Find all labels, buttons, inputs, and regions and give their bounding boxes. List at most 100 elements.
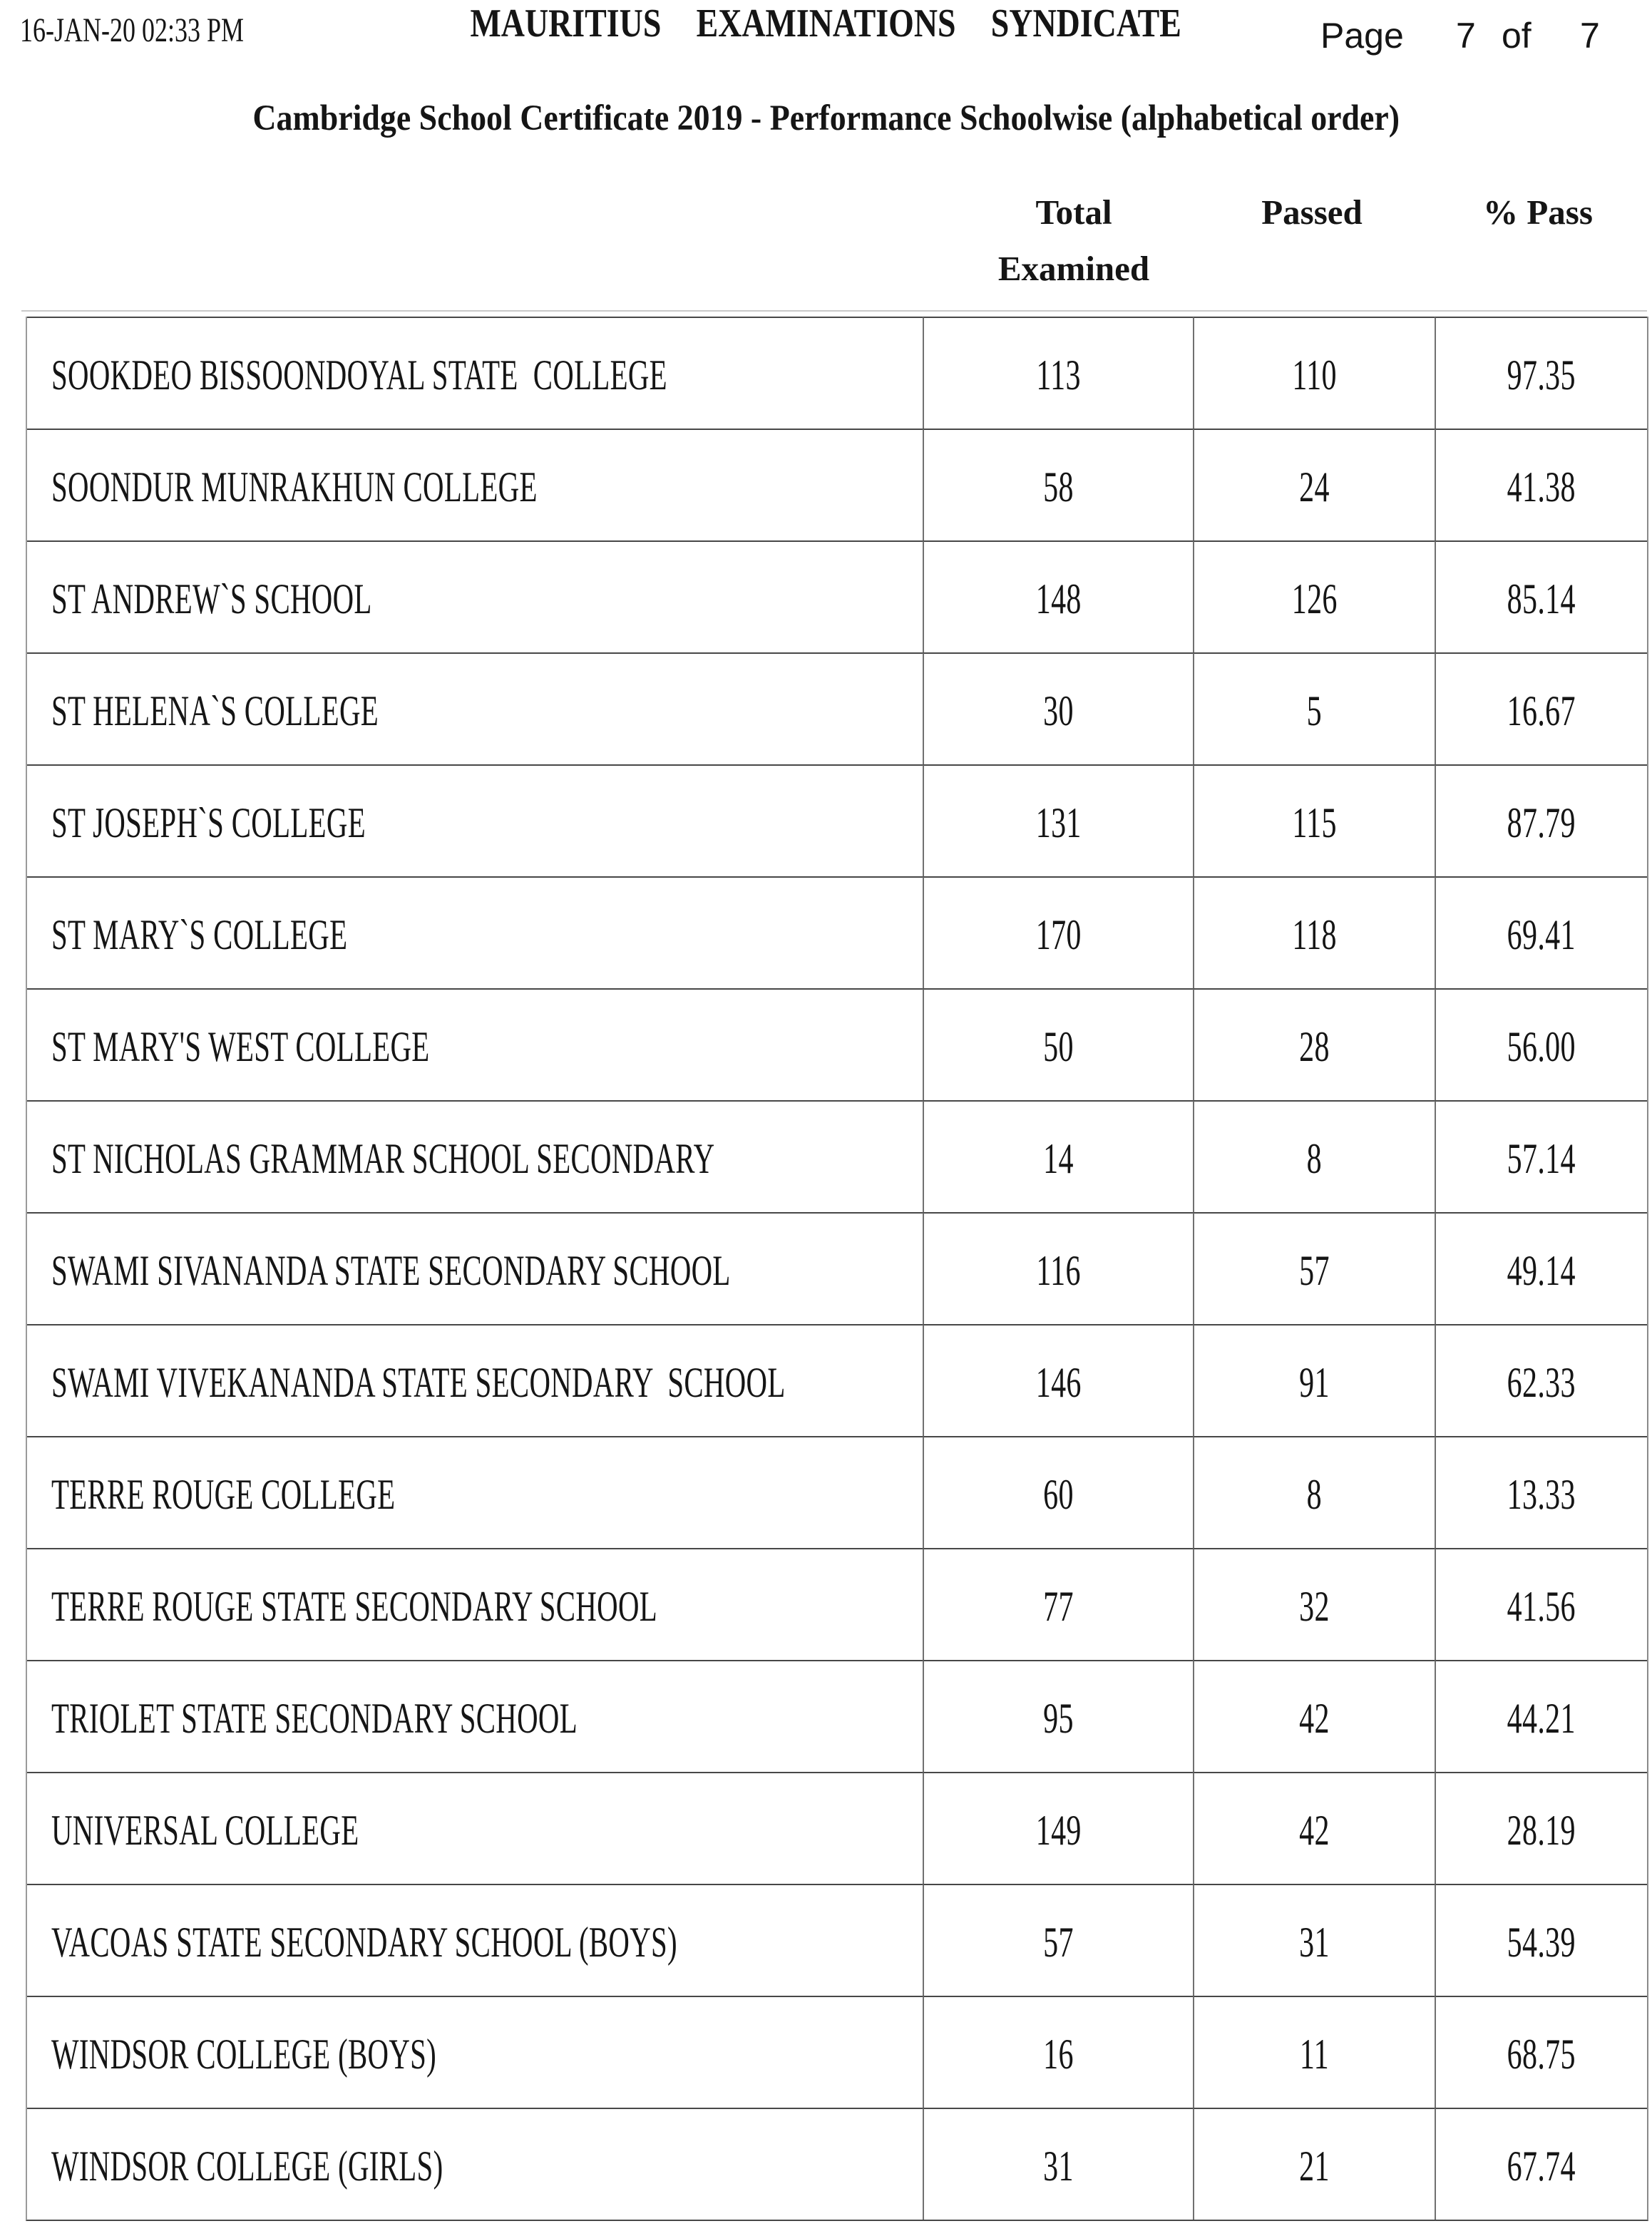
pass-percent-cell: 57.14 bbox=[1435, 1100, 1647, 1212]
passed-cell-text: 57 bbox=[1299, 1246, 1330, 1294]
school-name-cell-text: ST MARY`S COLLEGE bbox=[51, 911, 348, 958]
school-name-cell: ST MARY`S COLLEGE bbox=[27, 876, 923, 988]
passed-cell-text: 126 bbox=[1291, 575, 1338, 622]
school-name-cell-text: ST HELENA`S COLLEGE bbox=[51, 687, 379, 734]
passed-cell: 21 bbox=[1193, 2108, 1435, 2220]
pass-percent-cell-text: 67.74 bbox=[1507, 2142, 1576, 2190]
passed-cell: 5 bbox=[1193, 652, 1435, 764]
passed-cell: 57 bbox=[1193, 1212, 1435, 1324]
school-name-cell: SWAMI SIVANANDA STATE SECONDARY SCHOOL bbox=[27, 1212, 923, 1324]
pass-percent-cell: 85.14 bbox=[1435, 540, 1647, 652]
pass-percent-cell-text: 85.14 bbox=[1507, 575, 1576, 622]
pass-percent-cell: 41.56 bbox=[1435, 1548, 1647, 1660]
passed-cell-text: 8 bbox=[1306, 1134, 1323, 1182]
pass-percent-cell: 54.39 bbox=[1435, 1884, 1647, 1996]
school-name-cell-text: ST NICHOLAS GRAMMAR SCHOOL SECONDARY bbox=[51, 1134, 715, 1182]
school-name-cell-text: TERRE ROUGE COLLEGE bbox=[51, 1470, 396, 1518]
total-examined-cell: 77 bbox=[923, 1548, 1193, 1660]
pass-percent-cell: 87.79 bbox=[1435, 764, 1647, 876]
passed-cell-text: 32 bbox=[1299, 1582, 1330, 1630]
total-examined-cell: 31 bbox=[923, 2108, 1193, 2220]
school-name-cell: ST HELENA`S COLLEGE bbox=[27, 652, 923, 764]
pass-percent-cell-text: 44.21 bbox=[1507, 1694, 1576, 1742]
pass-percent-cell-text: 54.39 bbox=[1507, 1918, 1576, 1966]
passed-cell: 24 bbox=[1193, 429, 1435, 540]
passed-cell: 42 bbox=[1193, 1660, 1435, 1772]
pass-percent-cell-text: 62.33 bbox=[1507, 1358, 1576, 1406]
total-examined-cell: 149 bbox=[923, 1772, 1193, 1884]
total-examined-cell-text: 116 bbox=[1036, 1246, 1081, 1294]
passed-cell-text: 8 bbox=[1306, 1470, 1323, 1518]
pass-percent-cell-text: 56.00 bbox=[1507, 1022, 1576, 1070]
passed-cell: 42 bbox=[1193, 1772, 1435, 1884]
pagination-label: Page bbox=[1320, 16, 1404, 56]
passed-cell: 8 bbox=[1193, 1100, 1435, 1212]
report-subtitle-text: Cambridge School Certificate 2019 - Perf… bbox=[252, 98, 1400, 138]
total-examined-cell-text: 131 bbox=[1035, 799, 1082, 846]
passed-cell: 115 bbox=[1193, 764, 1435, 876]
school-name-cell-text: TERRE ROUGE STATE SECONDARY SCHOOL bbox=[51, 1582, 658, 1630]
total-examined-cell: 113 bbox=[923, 317, 1193, 429]
table-top-scan-line bbox=[21, 310, 1647, 312]
pass-percent-cell: 49.14 bbox=[1435, 1212, 1647, 1324]
school-name-cell-text: TRIOLET STATE SECONDARY SCHOOL bbox=[51, 1694, 578, 1742]
school-name-cell-text: ST JOSEPH`S COLLEGE bbox=[51, 799, 366, 846]
total-examined-cell-text: 77 bbox=[1043, 1582, 1074, 1630]
passed-cell: 32 bbox=[1193, 1548, 1435, 1660]
total-examined-cell: 146 bbox=[923, 1324, 1193, 1436]
school-name-cell: SOONDUR MUNRAKHUN COLLEGE bbox=[27, 429, 923, 540]
print-timestamp-text: 16-JAN-20 02:33 PM bbox=[20, 11, 245, 49]
total-examined-cell: 30 bbox=[923, 652, 1193, 764]
total-examined-cell: 60 bbox=[923, 1436, 1193, 1548]
passed-cell: 91 bbox=[1193, 1324, 1435, 1436]
school-name-cell: SWAMI VIVEKANANDA STATE SECONDARY SCHOOL bbox=[27, 1324, 923, 1436]
passed-cell-text: 118 bbox=[1292, 911, 1337, 958]
passed-cell-text: 5 bbox=[1306, 687, 1323, 734]
school-name-cell: ST NICHOLAS GRAMMAR SCHOOL SECONDARY bbox=[27, 1100, 923, 1212]
page-title: MAURITIUS EXAMINATIONS SYNDICATE bbox=[0, 0, 1652, 48]
pass-percent-cell: 62.33 bbox=[1435, 1324, 1647, 1436]
passed-cell: 11 bbox=[1193, 1996, 1435, 2108]
total-examined-cell: 148 bbox=[923, 540, 1193, 652]
school-name-cell-text: UNIVERSAL COLLEGE bbox=[51, 1806, 359, 1854]
pass-percent-cell-text: 28.19 bbox=[1507, 1806, 1576, 1854]
passed-cell-text: 110 bbox=[1292, 351, 1337, 399]
results-table: SOOKDEO BISSOONDOYAL STATE COLLEGE 113 110… bbox=[26, 317, 1648, 2221]
total-examined-cell-text: 170 bbox=[1035, 911, 1082, 958]
passed-cell-text: 42 bbox=[1299, 1806, 1330, 1854]
total-examined-cell-text: 113 bbox=[1036, 351, 1081, 399]
school-name-cell: ST MARY'S WEST COLLEGE bbox=[27, 988, 923, 1100]
column-header-total-examined-line2: Examined bbox=[997, 249, 1150, 288]
school-name-cell: UNIVERSAL COLLEGE bbox=[27, 1772, 923, 1884]
column-header-passed: Passed bbox=[1261, 193, 1363, 232]
passed-cell-text: 91 bbox=[1299, 1358, 1330, 1406]
school-name-cell: SOOKDEO BISSOONDOYAL STATE COLLEGE bbox=[27, 317, 923, 429]
pass-percent-cell: 13.33 bbox=[1435, 1436, 1647, 1548]
total-examined-cell: 16 bbox=[923, 1996, 1193, 2108]
column-header-total-examined-line1: Total bbox=[1035, 193, 1112, 232]
school-name-cell-text: WINDSOR COLLEGE (GIRLS) bbox=[51, 2142, 443, 2190]
pagination-current: 7 bbox=[1456, 16, 1476, 56]
pass-percent-cell-text: 49.14 bbox=[1507, 1246, 1576, 1294]
total-examined-cell-text: 31 bbox=[1043, 2142, 1074, 2190]
total-examined-cell: 95 bbox=[923, 1660, 1193, 1772]
print-timestamp: 16-JAN-20 02:33 PM bbox=[20, 10, 319, 51]
pass-percent-cell-text: 57.14 bbox=[1507, 1134, 1576, 1182]
total-examined-cell: 131 bbox=[923, 764, 1193, 876]
school-name-cell-text: SOOKDEO BISSOONDOYAL STATE COLLEGE bbox=[51, 351, 667, 399]
passed-cell: 126 bbox=[1193, 540, 1435, 652]
pass-percent-cell-text: 68.75 bbox=[1507, 2030, 1576, 2078]
school-name-cell: TERRE ROUGE STATE SECONDARY SCHOOL bbox=[27, 1548, 923, 1660]
pass-percent-cell: 69.41 bbox=[1435, 876, 1647, 988]
pagination: Page 7 of 7 bbox=[1305, 14, 1647, 64]
pass-percent-cell-text: 87.79 bbox=[1507, 799, 1576, 846]
total-examined-cell-text: 148 bbox=[1035, 575, 1082, 622]
total-examined-cell: 57 bbox=[923, 1884, 1193, 1996]
school-name-cell: TRIOLET STATE SECONDARY SCHOOL bbox=[27, 1660, 923, 1772]
total-examined-cell: 14 bbox=[923, 1100, 1193, 1212]
report-subtitle: Cambridge School Certificate 2019 - Perf… bbox=[0, 97, 1652, 140]
pass-percent-cell: 41.38 bbox=[1435, 429, 1647, 540]
pass-percent-cell: 16.67 bbox=[1435, 652, 1647, 764]
school-name-cell-text: VACOAS STATE SECONDARY SCHOOL (BOYS) bbox=[51, 1918, 677, 1966]
